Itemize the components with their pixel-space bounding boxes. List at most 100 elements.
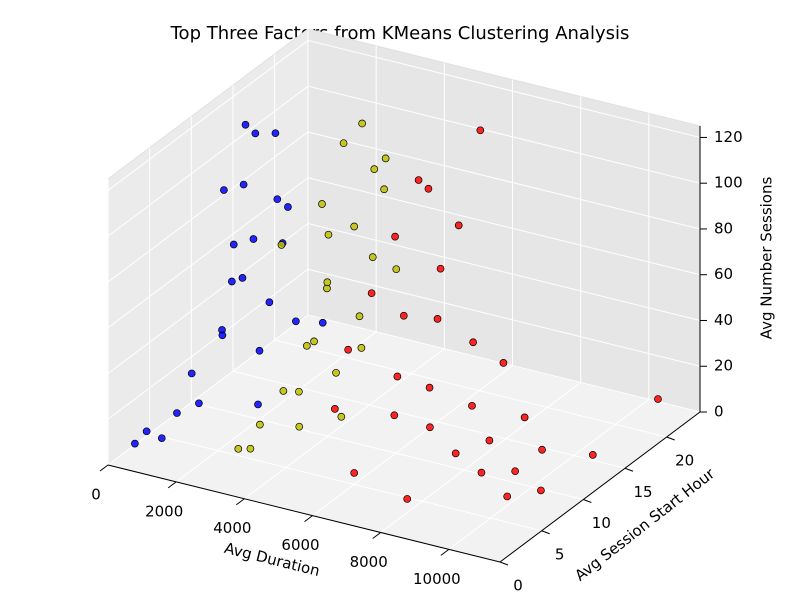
point [228,277,236,286]
point [425,383,434,392]
x-tick-label: 6000 [281,536,319,554]
grid-line [307,131,701,230]
point [238,274,247,282]
point [344,345,352,354]
z-tick-label: 20 [714,357,733,375]
grid-line [107,177,309,329]
y-tick [499,561,509,566]
point [284,203,292,211]
point [234,444,243,453]
x-tick [99,464,109,472]
point [392,265,401,274]
point [454,221,463,230]
point [218,331,227,340]
point [451,449,460,458]
point [246,444,255,453]
x-tick [372,532,381,539]
point [318,200,326,208]
point [350,222,359,231]
point [468,401,476,410]
x-tick [304,515,313,523]
point [323,278,332,287]
point [503,492,512,501]
grid-line [107,314,309,466]
x-tick [167,481,177,489]
point [511,467,520,476]
point [355,312,364,321]
point [380,185,388,194]
y-tick-label: 10 [592,514,611,532]
z-tick-label: 100 [714,174,743,192]
point [390,411,399,420]
x-tick-label: 8000 [350,553,388,571]
point [254,400,262,409]
grid-line [307,222,701,321]
panes [106,28,702,563]
point [239,180,248,189]
x-tick-label: 2000 [145,502,183,520]
point [142,427,151,436]
point [271,129,280,138]
point [220,186,228,194]
point [131,439,139,448]
point [324,230,333,239]
y-tick [666,436,675,441]
point [173,409,181,417]
axes: 0 2000 4000 6000 8000 10000 0 5 10 15 20 0 20 40 60 80 1… [91,126,743,595]
x-tick [236,498,245,506]
y-tick-label: 20 [675,452,694,470]
point [279,387,288,395]
point [332,368,340,377]
points [131,119,662,503]
point [588,451,597,459]
point [426,423,434,432]
grid-line [149,433,542,532]
point [477,468,486,477]
y-tick [624,467,634,472]
z-tick-label: 120 [714,128,743,146]
y-tick [541,530,550,535]
point [391,232,399,241]
point [277,241,286,249]
grid-line [107,85,309,237]
point [499,359,508,367]
grid-line [107,268,309,420]
point [414,176,423,184]
x-tick-label: 4000 [213,519,251,537]
grid-line [107,40,309,191]
x-axis-line [107,464,501,563]
point [350,469,359,477]
grid-line [307,85,701,184]
y-tick-label: 0 [513,577,523,595]
point [303,341,311,350]
point [476,126,485,135]
point [295,422,304,431]
y-tick [583,499,592,503]
point [393,372,402,381]
point [424,184,433,193]
grid-line [232,370,626,469]
point [241,120,250,129]
point [318,318,327,327]
point [310,337,318,346]
grid-line [274,339,667,438]
point [399,311,408,320]
point [654,395,662,403]
grid-line [107,131,309,283]
z-tick-label: 80 [714,219,733,237]
point [537,486,545,495]
point [433,315,442,323]
point [251,129,260,138]
x-tick [440,548,450,556]
point [520,413,529,422]
point [273,195,282,204]
point [195,399,203,408]
point [367,289,376,298]
z-axis-label: Avg Number Sessions [758,177,776,340]
point [538,445,546,454]
point [339,139,348,148]
point [265,298,274,307]
grid-line [191,402,584,500]
point [358,119,367,128]
